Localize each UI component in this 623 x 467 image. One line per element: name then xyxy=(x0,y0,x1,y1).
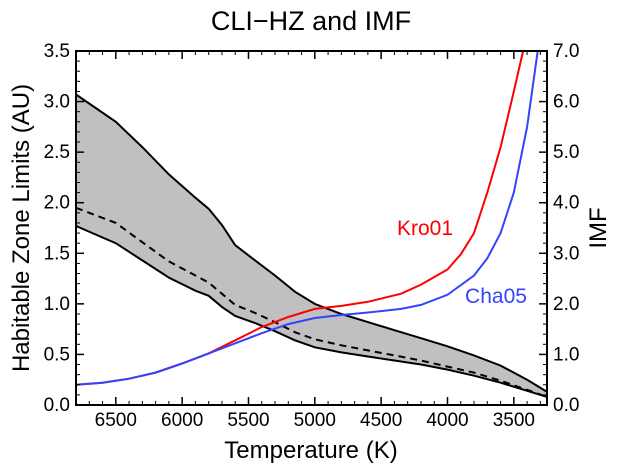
y-tick-label: 1.0 xyxy=(44,294,70,315)
y2-tick-label: 5.0 xyxy=(553,142,579,163)
y-axis-right: 0.0 1.0 2.0 3.0 4.0 5.0 6.0 7.0 xyxy=(539,41,579,416)
y2-tick-label: 3.0 xyxy=(553,243,579,264)
cha05-imf-line xyxy=(75,50,539,386)
x-tick-label: 5500 xyxy=(227,410,269,431)
y-tick-label: 0.0 xyxy=(44,395,70,416)
y-tick-label: 1.5 xyxy=(44,243,70,264)
plot-frame xyxy=(75,50,548,406)
chart-title: CLI−HZ and IMF xyxy=(211,6,411,36)
cha05-label: Cha05 xyxy=(465,285,527,308)
hz-dashed-line xyxy=(75,206,548,398)
x-tick-label: 3500 xyxy=(493,410,535,431)
x-axis: 6500 6000 5500 5000 4500 4000 3500 xyxy=(88,51,541,431)
hz-outer-limit-line xyxy=(75,93,548,393)
y-tick-label: 0.5 xyxy=(44,344,70,365)
x-tick-label: 6500 xyxy=(95,410,137,431)
hz-inner-limit-line xyxy=(75,225,548,398)
y2-tick-label: 7.0 xyxy=(553,41,579,62)
y-tick-label: 2.0 xyxy=(44,193,70,214)
y2-tick-label: 2.0 xyxy=(553,294,579,315)
x-axis-title: Temperature (K) xyxy=(224,437,397,464)
y2-tick-label: 1.0 xyxy=(553,344,579,365)
y2-tick-label: 6.0 xyxy=(553,92,579,113)
kro01-label: Kro01 xyxy=(397,217,453,240)
x-tick-label: 4000 xyxy=(426,410,468,431)
y-tick-label: 3.5 xyxy=(44,41,70,62)
y-tick-label: 2.5 xyxy=(44,142,70,163)
y2-axis-title: IMF xyxy=(585,207,612,248)
habitable-zone-band xyxy=(76,94,547,397)
x-tick-label: 6000 xyxy=(161,410,203,431)
y2-tick-label: 4.0 xyxy=(553,193,579,214)
plot-area xyxy=(75,50,548,398)
y-axis-title: Habitable Zone Limits (AU) xyxy=(8,84,35,372)
y-tick-label: 3.0 xyxy=(44,92,70,113)
x-tick-label: 4500 xyxy=(360,410,402,431)
x-tick-label: 5000 xyxy=(294,410,336,431)
y2-tick-label: 0.0 xyxy=(553,395,579,416)
y-axis-left: 0.0 0.5 1.0 1.5 2.0 2.5 3.0 3.5 xyxy=(44,41,84,416)
